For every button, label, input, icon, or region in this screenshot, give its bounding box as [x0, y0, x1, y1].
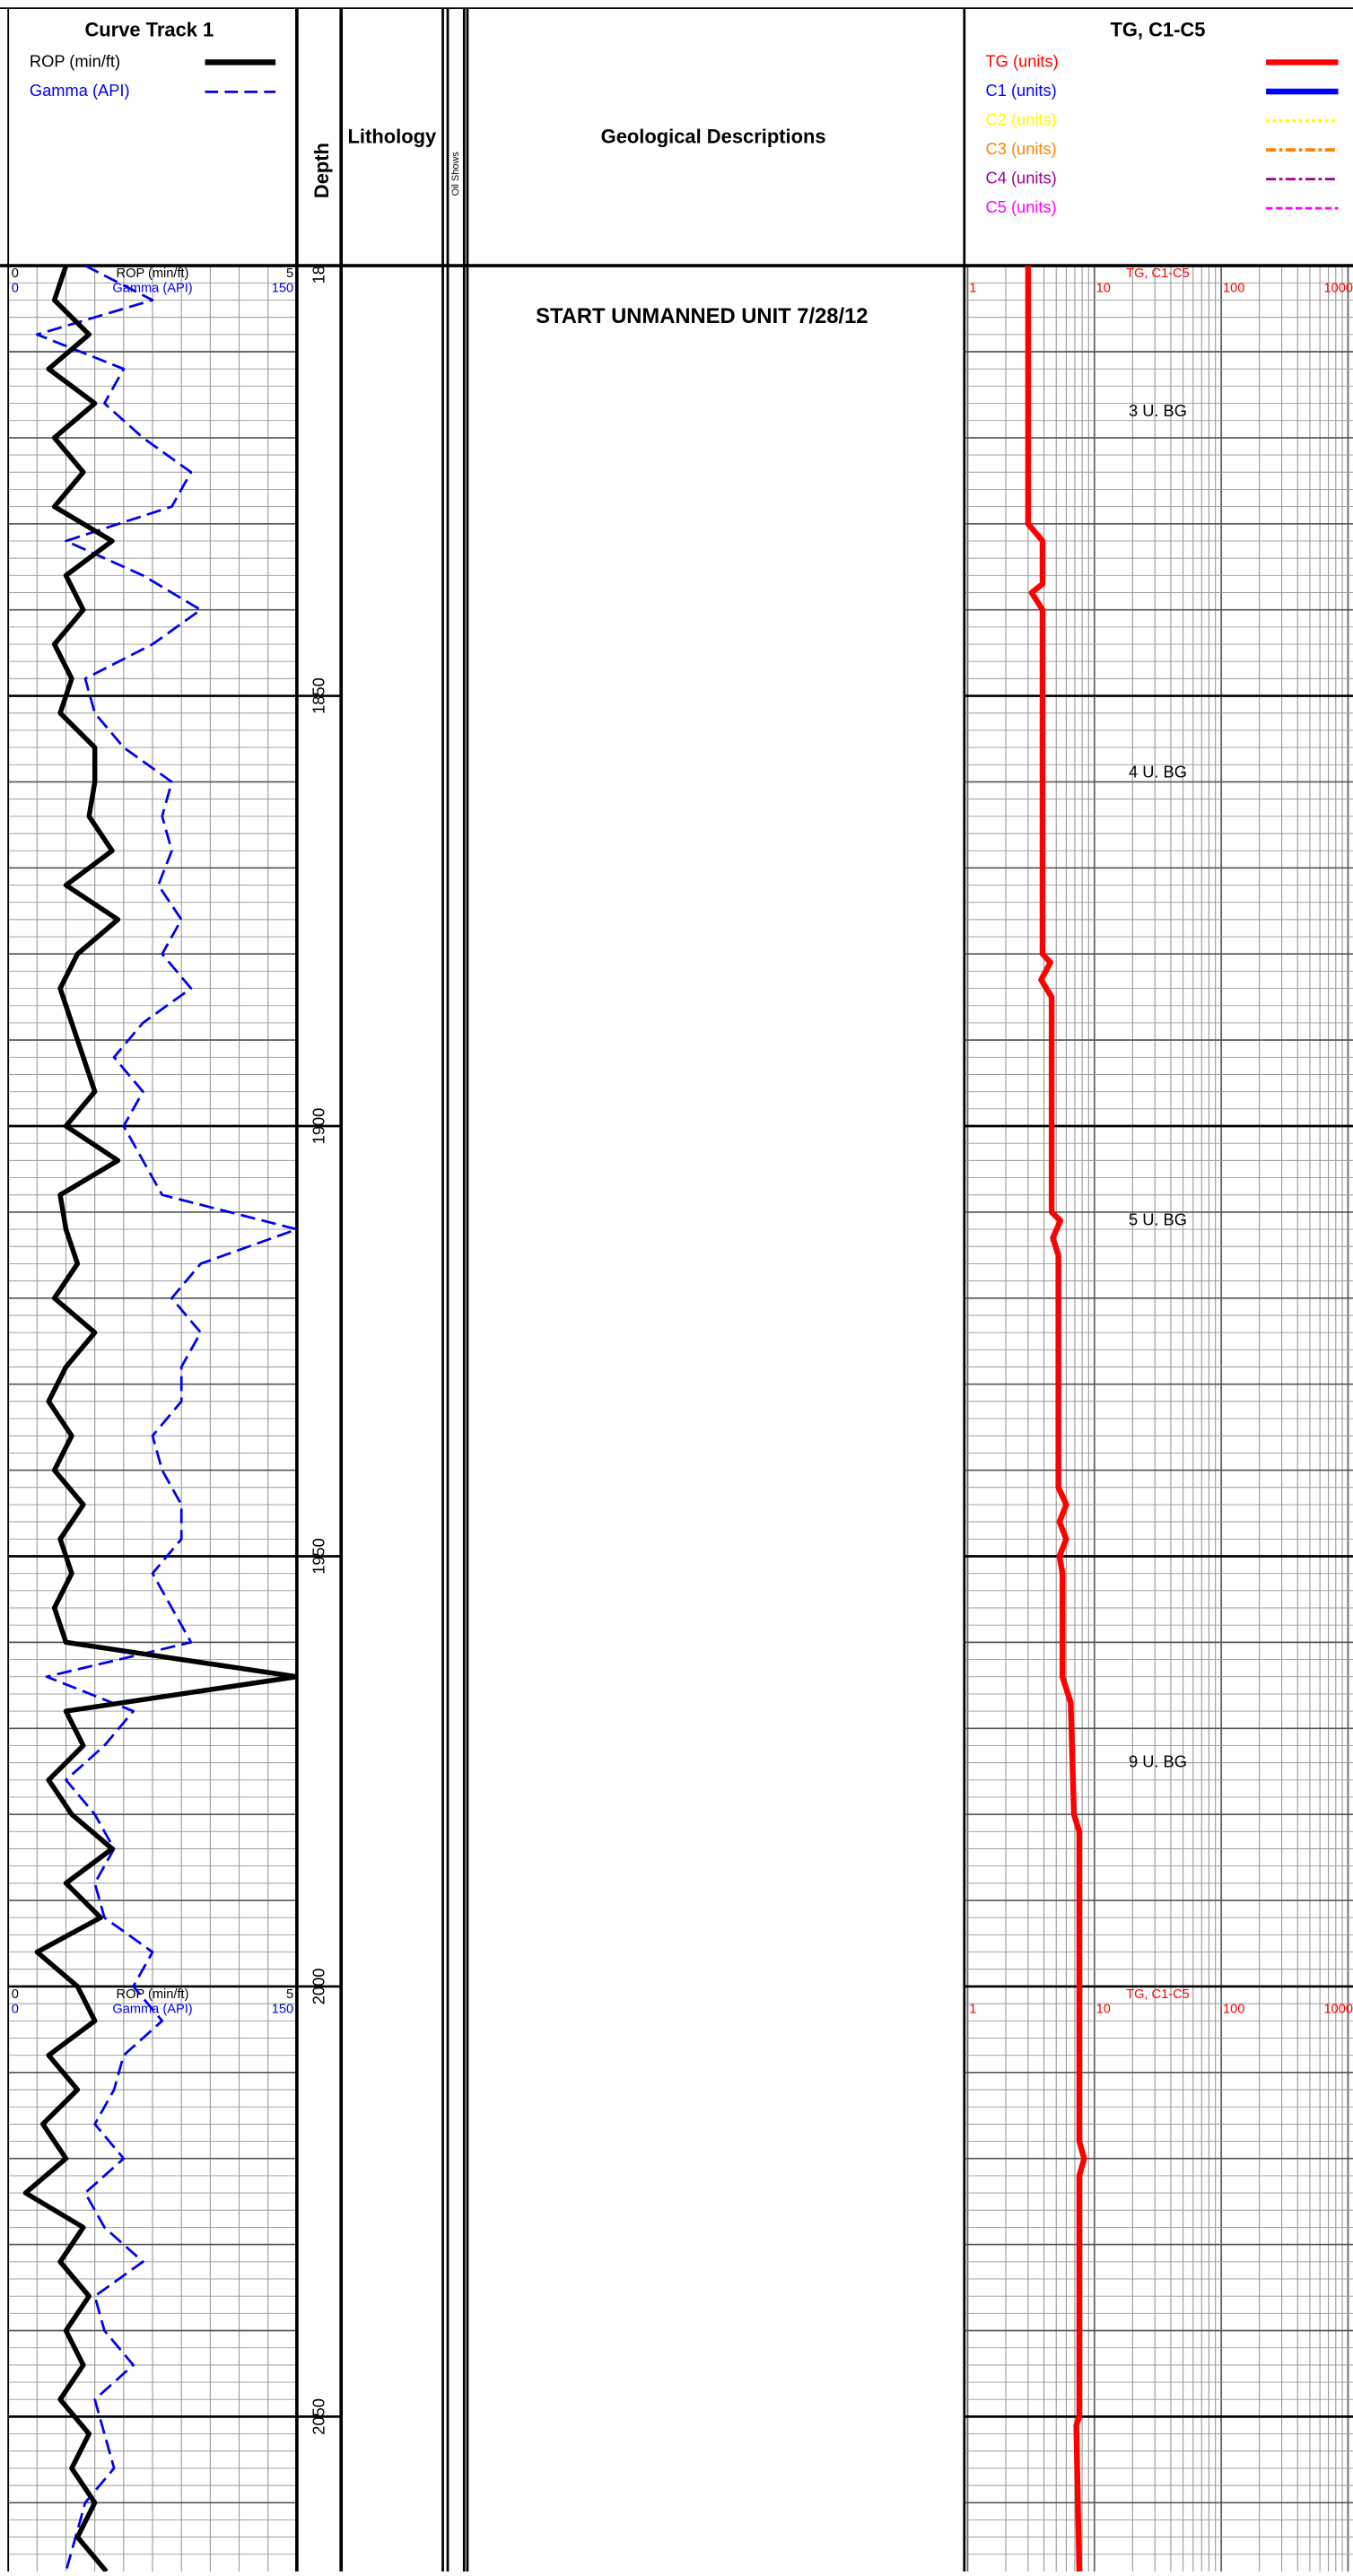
legend-label: ROP (min/ft) [30, 51, 120, 70]
track-title: Curve Track 1 [84, 19, 214, 41]
scale-label: 10 [1096, 282, 1111, 296]
annotation: 4 U. BG [1129, 763, 1187, 782]
scale-label: 1000 [1323, 282, 1353, 296]
gamma-curve [35, 266, 297, 2572]
annotation: 9 U. BG [1129, 1751, 1187, 1770]
scale-label: 100 [1223, 282, 1244, 296]
scale-label: ROP (min/ft) [117, 1987, 189, 2002]
depth-label: 2050 [309, 2398, 327, 2435]
lithology-header: Lithology [348, 125, 437, 147]
scale-label: TG, C1-C5 [1126, 1987, 1190, 2002]
scale-label: 5 [286, 1987, 293, 2002]
scale-label: 1 [969, 282, 976, 296]
scale-label: 1 [969, 2002, 976, 2016]
scale-label: 150 [272, 282, 293, 296]
depth-header: Depth [310, 143, 333, 198]
scale-label: TG, C1-C5 [1126, 266, 1190, 281]
scale-label: 1000 [1323, 2002, 1353, 2016]
gas-curve [1025, 266, 1087, 2572]
depth-labels: 1800 1850 1900 1950 2000 2050 [309, 248, 327, 2435]
frame [0, 7, 1353, 2572]
scale-label: 100 [1223, 2002, 1244, 2016]
depth-label: 1850 [309, 677, 327, 714]
legend-label: TG (units) [986, 51, 1059, 70]
legend-label: C1 (units) [986, 81, 1057, 100]
track1-curves [22, 266, 297, 2572]
legend-label: C4 (units) [986, 168, 1057, 187]
scale-label: 10 [1096, 2002, 1111, 2016]
gas-title: TG, C1-C5 [1110, 19, 1205, 41]
oil-shows-header: Oil Shows [450, 152, 461, 196]
scale-label: 0 [12, 1987, 19, 2002]
depth-label: 1950 [309, 1538, 327, 1575]
scale-label: 0 [12, 2002, 19, 2016]
depth-label: 1800 [309, 248, 327, 284]
legend-label: Gamma (API) [30, 81, 130, 100]
scale-label: 5 [286, 266, 293, 281]
rop-curve [22, 266, 297, 2572]
depth-label: 2000 [309, 1969, 327, 2005]
gas-curves [1025, 266, 1087, 2572]
annotation: 3 U. BG [1129, 401, 1187, 420]
scale-label: ROP (min/ft) [117, 266, 189, 281]
grid [8, 264, 1353, 2572]
scale-label: 150 [272, 2002, 293, 2016]
scale-label: Gamma (API) [112, 282, 192, 296]
annotation: 5 U. BG [1129, 1209, 1187, 1228]
descriptions-header: Geological Descriptions [601, 125, 826, 147]
scale-label: 0 [12, 282, 19, 296]
depth-label: 1900 [309, 1108, 327, 1145]
legend-label: C2 (units) [986, 109, 1057, 128]
description: START UNMANNED UNIT 7/28/12 [536, 304, 868, 328]
legend-label: C5 (units) [986, 197, 1057, 216]
legend-label: C3 (units) [986, 139, 1057, 158]
scale-label: 0 [12, 266, 19, 281]
